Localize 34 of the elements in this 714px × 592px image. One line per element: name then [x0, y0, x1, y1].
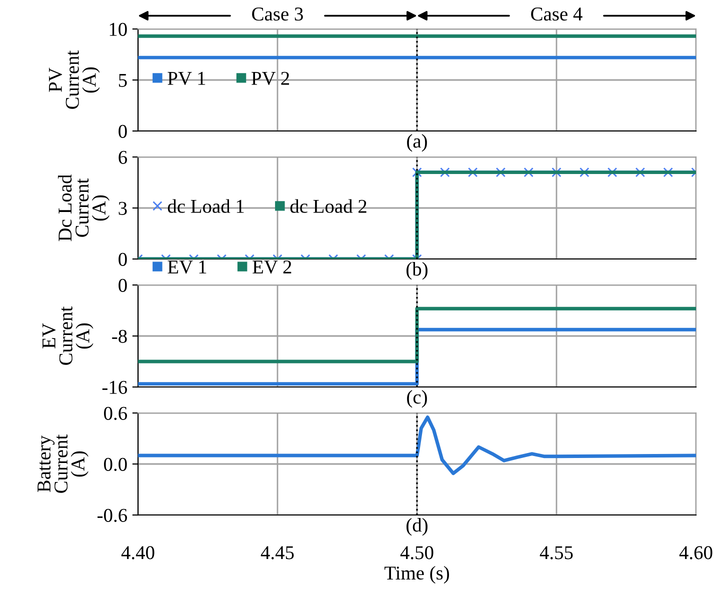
x-tick-label: 4.40 — [121, 546, 154, 560]
y-tick-label: 0 — [118, 252, 127, 266]
y-tick-label: 5 — [118, 74, 127, 87]
y-tick-label: 6 — [118, 150, 128, 164]
legend-label: EV 2 — [252, 260, 292, 274]
text: (a) — [407, 134, 427, 152]
y-axis-title: Dc Load Current (A) — [58, 174, 110, 242]
x-tick-label: 4.55 — [540, 546, 573, 560]
y-axis-title: PV Current (A) — [49, 50, 100, 109]
text: (b) — [406, 262, 428, 280]
y-tick-label: 0.0 — [104, 458, 127, 472]
legend-label: dc Load 1 — [168, 199, 244, 213]
y-tick-label: 3 — [118, 202, 127, 215]
y-tick-label: -8 — [112, 330, 127, 343]
y-axis-title: Battery Current (A) — [38, 434, 88, 493]
y-tick-label: 0 — [118, 124, 127, 138]
y-tick-label: -16 — [102, 380, 128, 394]
legend-label: dc Load 2 — [290, 199, 366, 213]
x-tick-label: 4.60 — [679, 546, 712, 560]
text: Case 4 — [531, 8, 582, 21]
x-tick-label: 4.45 — [260, 546, 294, 560]
text: Case 3 — [252, 8, 303, 21]
legend-label: PV 1 — [168, 72, 206, 86]
y-axis-title: EV Current (A) — [42, 306, 94, 365]
y-tick-label: -0.6 — [98, 508, 128, 522]
x-tick-label: 4.50 — [400, 546, 434, 560]
legend-label: EV 1 — [168, 260, 206, 274]
legend-label: PV 2 — [252, 72, 290, 86]
y-tick-label: 0.6 — [104, 406, 128, 420]
x-axis-title: Time (s) — [384, 566, 450, 584]
text: (c) — [407, 390, 427, 408]
y-tick-label: 0 — [118, 278, 127, 292]
y-tick-label: 10 — [110, 22, 127, 36]
text: (d) — [406, 518, 428, 536]
